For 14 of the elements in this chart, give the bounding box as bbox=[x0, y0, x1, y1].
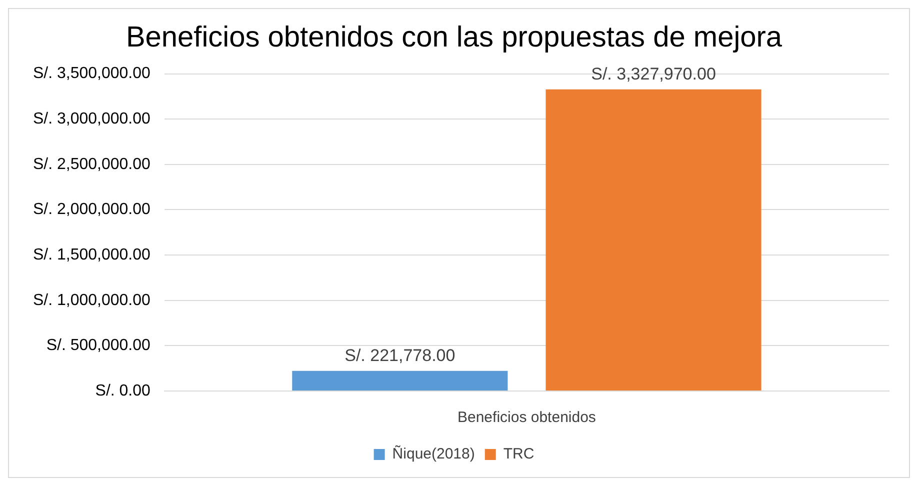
y-tick-label: S/. 2,000,000.00 bbox=[32, 201, 151, 218]
y-tick-label: S/. 500,000.00 bbox=[46, 337, 151, 354]
data-label: S/. 3,327,970.00 bbox=[591, 64, 716, 84]
y-tick-label: S/. 1,500,000.00 bbox=[32, 246, 151, 264]
y-tick-label: S/. 2,500,000.00 bbox=[32, 156, 151, 173]
legend-label: TRC bbox=[503, 446, 534, 463]
legend-label: Ñique(2018) bbox=[392, 444, 475, 463]
y-tick-label: S/. 3,500,000.00 bbox=[32, 65, 151, 82]
x-tick-label: Beneficios obtenidos bbox=[457, 409, 596, 426]
data-label: S/. 221,778.00 bbox=[344, 346, 456, 366]
y-tick-label: S/. 0.00 bbox=[95, 382, 151, 400]
chart-title: Beneficios obtenidos con las propuestas de mejora bbox=[126, 21, 783, 54]
y-tick-label: S/. 3,000,000.00 bbox=[32, 110, 151, 128]
y-tick-label: S/. 1,000,000.00 bbox=[32, 292, 151, 309]
